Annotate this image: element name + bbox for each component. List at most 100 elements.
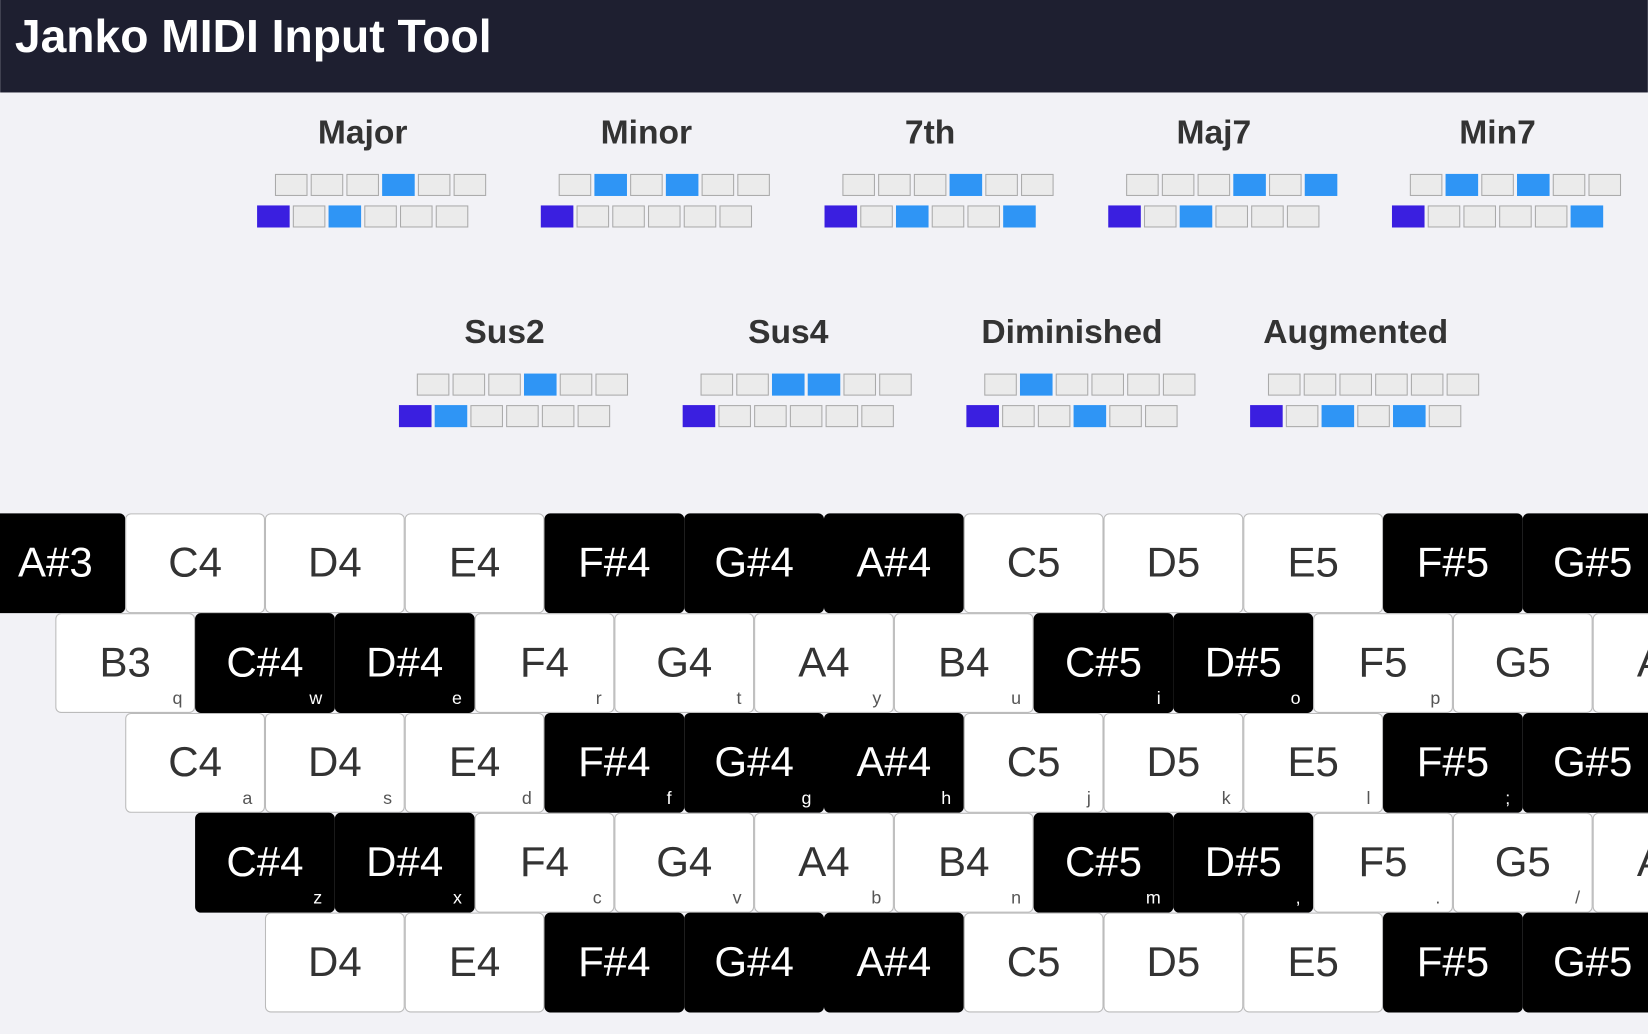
pattern-cell xyxy=(860,205,893,228)
piano-key[interactable]: A4 y xyxy=(754,613,894,713)
pattern-cell xyxy=(594,173,627,196)
piano-key[interactable]: G#5 xyxy=(1522,712,1648,813)
piano-key[interactable]: A5 xyxy=(1592,613,1648,713)
chord-button[interactable]: Major xyxy=(257,114,487,228)
key-shortcut: q xyxy=(173,688,183,708)
pattern-cell xyxy=(1162,373,1196,396)
key-shortcut: v xyxy=(733,888,742,908)
chord-button[interactable]: Diminished xyxy=(966,314,1196,428)
chord-button[interactable]: Sus2 xyxy=(398,314,629,428)
piano-key[interactable]: C#5 i xyxy=(1033,613,1174,713)
key-note: A#4 xyxy=(856,738,931,785)
piano-key[interactable]: G#4 g xyxy=(684,712,824,813)
chord-button[interactable]: Min7 xyxy=(1391,114,1622,228)
pattern-cell xyxy=(1517,173,1550,196)
piano-key[interactable]: F4 r xyxy=(474,613,615,713)
key-note: G#5 xyxy=(1553,738,1632,785)
key-face xyxy=(404,712,545,813)
piano-key[interactable]: F5. xyxy=(1313,812,1453,913)
key-note: E4 xyxy=(449,938,500,985)
piano-key[interactable]: G4 v xyxy=(614,812,755,913)
piano-key[interactable]: F#4 f xyxy=(544,712,685,813)
pattern-cell xyxy=(895,205,929,228)
piano-key[interactable]: B4 u xyxy=(893,613,1034,713)
chord-button[interactable]: Minor xyxy=(540,114,770,228)
pattern-cell xyxy=(1091,373,1125,396)
chord-button[interactable]: 7th xyxy=(824,114,1054,228)
piano-key[interactable]: F#5 xyxy=(1383,912,1523,1013)
piano-key[interactable]: D#5 o xyxy=(1173,613,1314,713)
key-face xyxy=(1103,712,1244,813)
chord-button[interactable]: Augmented xyxy=(1250,314,1480,428)
piano-key[interactable]: G#4 xyxy=(684,912,824,1013)
chord-name: Maj7 xyxy=(1176,114,1251,151)
pattern-cell xyxy=(470,405,503,428)
piano-key[interactable]: D5 k xyxy=(1103,712,1244,813)
piano-key[interactable]: G#5 xyxy=(1522,912,1648,1013)
piano-key[interactable]: A5 xyxy=(1592,812,1648,913)
pattern-cell xyxy=(931,205,965,228)
piano-key[interactable]: F#4 xyxy=(544,912,685,1013)
pattern-cell xyxy=(966,405,999,428)
piano-key[interactable]: F4 c xyxy=(474,812,615,913)
key-note: F4 xyxy=(520,838,569,885)
pattern-cell xyxy=(879,373,912,396)
piano-key[interactable]: A#4 xyxy=(824,513,964,614)
piano-key[interactable]: G4 t xyxy=(614,613,755,713)
piano-key[interactable]: A#3 xyxy=(0,513,126,614)
key-note: D#5 xyxy=(1205,638,1282,685)
key-shortcut: s xyxy=(383,788,392,808)
key-face xyxy=(1103,912,1244,1013)
piano-key[interactable]: F#4 xyxy=(544,513,685,614)
piano-key[interactable]: D4 xyxy=(264,912,405,1013)
pattern-cell xyxy=(1534,205,1568,228)
piano-key[interactable]: B4 n xyxy=(893,812,1034,913)
piano-key[interactable]: G#5 xyxy=(1522,513,1648,614)
pattern-cell xyxy=(417,173,451,196)
pattern-cell xyxy=(771,373,805,396)
piano-key[interactable]: D5 xyxy=(1103,912,1244,1013)
piano-key[interactable]: D#4 x xyxy=(334,812,475,913)
chord-button[interactable]: Sus4 xyxy=(682,314,912,428)
piano-key[interactable]: D5 xyxy=(1103,513,1244,614)
piano-key[interactable]: A#4 xyxy=(824,912,964,1013)
piano-key[interactable]: F5 p xyxy=(1313,613,1453,713)
pattern-cell xyxy=(967,205,1001,228)
piano-key[interactable]: C5 j xyxy=(963,712,1104,813)
piano-key[interactable]: C4 xyxy=(125,513,265,614)
piano-key[interactable]: C5 xyxy=(963,912,1104,1013)
piano-key[interactable]: G5 / xyxy=(1452,812,1593,913)
piano-key[interactable]: C#4w xyxy=(195,613,335,713)
piano-key[interactable]: C5 xyxy=(963,513,1104,614)
key-note: F#4 xyxy=(578,538,650,585)
piano-key[interactable]: G#4 xyxy=(684,513,824,614)
pattern-cell xyxy=(1233,173,1266,196)
piano-key[interactable]: F#5; xyxy=(1383,712,1523,813)
key-face xyxy=(544,712,685,813)
piano-key[interactable]: A#4 h xyxy=(824,712,964,813)
piano-key[interactable]: E4 xyxy=(404,513,545,614)
piano-key[interactable]: E4 xyxy=(404,912,545,1013)
key-face xyxy=(404,513,545,614)
piano-key[interactable]: G5 xyxy=(1452,613,1593,713)
piano-key[interactable]: D4 s xyxy=(264,712,405,813)
piano-key[interactable]: C#5m xyxy=(1033,812,1174,913)
piano-key[interactable]: D#4 e xyxy=(334,613,475,713)
piano-key[interactable]: C4 a xyxy=(125,712,265,813)
piano-key[interactable]: B3 q xyxy=(55,613,196,713)
piano-key[interactable]: D4 xyxy=(264,513,405,614)
piano-key[interactable]: E5 xyxy=(1243,912,1384,1013)
pattern-cell xyxy=(1109,405,1142,428)
pattern-cell xyxy=(1019,373,1053,396)
key-note: C5 xyxy=(1007,738,1061,785)
piano-key[interactable]: F#5 xyxy=(1383,513,1523,614)
piano-key[interactable]: E5 xyxy=(1243,513,1384,614)
key-note: G#4 xyxy=(714,538,793,585)
chord-button[interactable]: Maj7 xyxy=(1108,114,1338,228)
piano-key[interactable]: E5 l xyxy=(1243,712,1384,813)
pattern-cell xyxy=(843,373,877,396)
piano-key[interactable]: A4 b xyxy=(754,812,894,913)
piano-key[interactable]: D#5, xyxy=(1173,812,1314,913)
piano-key[interactable]: C#4 z xyxy=(195,812,335,913)
piano-key[interactable]: E4 d xyxy=(404,712,545,813)
